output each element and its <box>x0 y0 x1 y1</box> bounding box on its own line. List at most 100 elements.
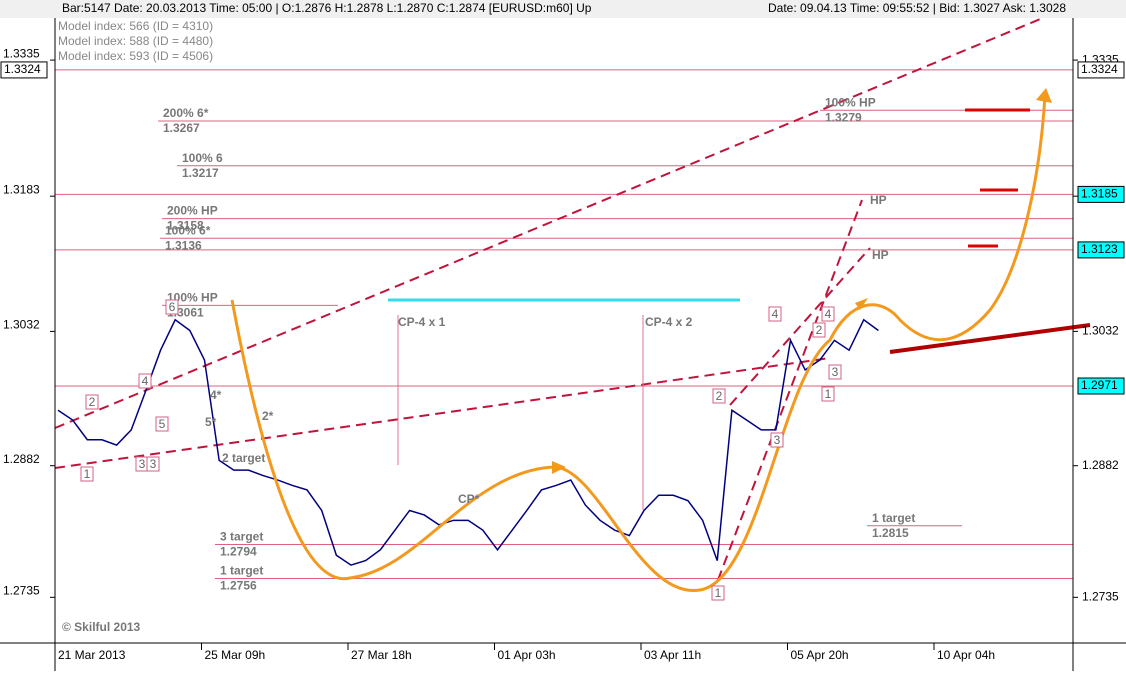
model-line: Model index: 588 (ID = 4480) <box>58 34 213 48</box>
level-label: 200% HP <box>167 204 218 218</box>
header-left: Bar:5147 Date: 20.03.2013 Time: 05:00 | … <box>62 1 592 15</box>
levels-layer <box>55 69 1073 580</box>
wave-box <box>146 456 160 472</box>
wave-box <box>138 373 152 389</box>
arrow-head <box>1036 88 1052 103</box>
level-price: 1.3217 <box>182 166 219 180</box>
price-layer <box>57 318 879 566</box>
wave-box <box>155 416 169 432</box>
x-tick-label: 27 Mar 18h <box>351 648 412 662</box>
header-bar <box>0 0 1126 18</box>
wave-box <box>711 585 725 601</box>
wave-box <box>85 394 99 410</box>
model-line: Model index: 593 (ID = 4506) <box>58 49 213 63</box>
overlays <box>54 14 1091 581</box>
level-price: 1.2756 <box>220 579 257 593</box>
x-tick-label: 03 Apr 11h <box>644 648 701 662</box>
wave-label: 3 <box>774 433 781 447</box>
wave-box <box>165 299 179 315</box>
wave-label: 1 <box>715 586 722 600</box>
wave-box <box>770 432 784 448</box>
price-tag-label: 1.3123 <box>1081 242 1118 256</box>
note: CP-4 x 2 <box>645 315 693 329</box>
wave-label: 1 <box>84 467 91 481</box>
level-label: 100% HP <box>825 95 876 109</box>
wave-label: 3 <box>139 457 146 471</box>
price-tag <box>0 61 48 79</box>
y-tick-label: 1.2882 <box>1082 458 1119 472</box>
foreground: Model index: 566 (ID = 4310)Model index:… <box>0 19 1125 662</box>
price-tag <box>1077 241 1125 259</box>
x-tick-label: 05 Apr 20h <box>791 648 849 662</box>
level-price: 1.3158 <box>167 219 204 233</box>
price-tag <box>1077 377 1125 395</box>
wave-box <box>821 306 835 322</box>
note: HP <box>872 248 889 262</box>
wave-label: 2 <box>89 395 96 409</box>
y-tick-label: 1.3335 <box>3 46 40 60</box>
level-label: 100% HP <box>167 291 218 305</box>
level-label: 100% 6 <box>182 151 223 165</box>
note: © Skilful 2013 <box>62 620 141 634</box>
wave-label: 6 <box>169 300 176 314</box>
level-label: 3 target <box>220 530 263 544</box>
header-right: Date: 09.04.13 Time: 09:55:52 | Bid: 1.3… <box>768 1 1066 15</box>
note: HP <box>870 193 887 207</box>
price-tag <box>1077 185 1125 203</box>
y-tick-label: 1.2735 <box>1082 590 1119 604</box>
level-price: 1.2794 <box>220 545 257 559</box>
level-price: 1.2815 <box>872 526 909 540</box>
level-label: 1 target <box>220 564 263 578</box>
wave-box <box>821 386 835 402</box>
wave-box <box>80 466 94 482</box>
wave-label: 4 <box>825 307 832 321</box>
price-tag-label: 1.3324 <box>4 62 41 76</box>
note: 4* <box>210 388 222 402</box>
note: 5* <box>205 415 217 429</box>
note: CP-4 x 1 <box>398 315 446 329</box>
level-price: 1.3279 <box>825 110 862 124</box>
y-tick-label: 1.2882 <box>3 452 40 466</box>
level-price: 1.3267 <box>163 121 200 135</box>
wave-label: 2 <box>716 389 723 403</box>
trend-line <box>717 199 863 581</box>
y-tick-label: 1.2735 <box>3 584 40 598</box>
wave-box <box>768 306 782 322</box>
price-line <box>57 318 879 566</box>
wave-box <box>712 388 726 404</box>
note: 2* <box>262 409 274 423</box>
x-tick-label: 10 Apr 04h <box>937 648 995 662</box>
wave-box <box>828 364 842 380</box>
level-label: 200% 6* <box>163 106 209 120</box>
x-tick-label: 25 Mar 09h <box>205 648 266 662</box>
x-tick-label: 21 Mar 2013 <box>58 648 126 662</box>
wave-label: 3 <box>832 365 839 379</box>
y-tick-label: 1.3032 <box>3 318 40 332</box>
y-tick-label: 1.3183 <box>3 182 40 196</box>
forecast-curve <box>230 299 556 581</box>
wave-label: 4 <box>772 307 779 321</box>
price-tag-label: 1.3324 <box>1081 62 1118 76</box>
wave-label: 5 <box>159 417 166 431</box>
wave-label: 1 <box>825 387 832 401</box>
trend-line <box>54 357 831 469</box>
forecast-curves <box>230 88 1052 592</box>
price-tag-label: 1.2971 <box>1081 378 1118 392</box>
y-tick-label: 1.3032 <box>1082 324 1119 338</box>
wave-label: 4 <box>142 374 149 388</box>
forecast-curve <box>554 94 1047 592</box>
trend-line <box>54 14 1051 429</box>
model-line: Model index: 566 (ID = 4310) <box>58 19 213 33</box>
note: 2 target <box>222 451 265 465</box>
level-label: 1 target <box>872 511 915 525</box>
note: CP* <box>458 492 480 506</box>
level-label: 100% 6* <box>165 223 211 237</box>
wave-label: 2 <box>816 323 823 337</box>
arrow-head <box>552 461 566 474</box>
price-tag <box>1077 61 1125 79</box>
x-tick-label: 01 Apr 03h <box>498 648 556 662</box>
wave-box <box>812 322 826 338</box>
